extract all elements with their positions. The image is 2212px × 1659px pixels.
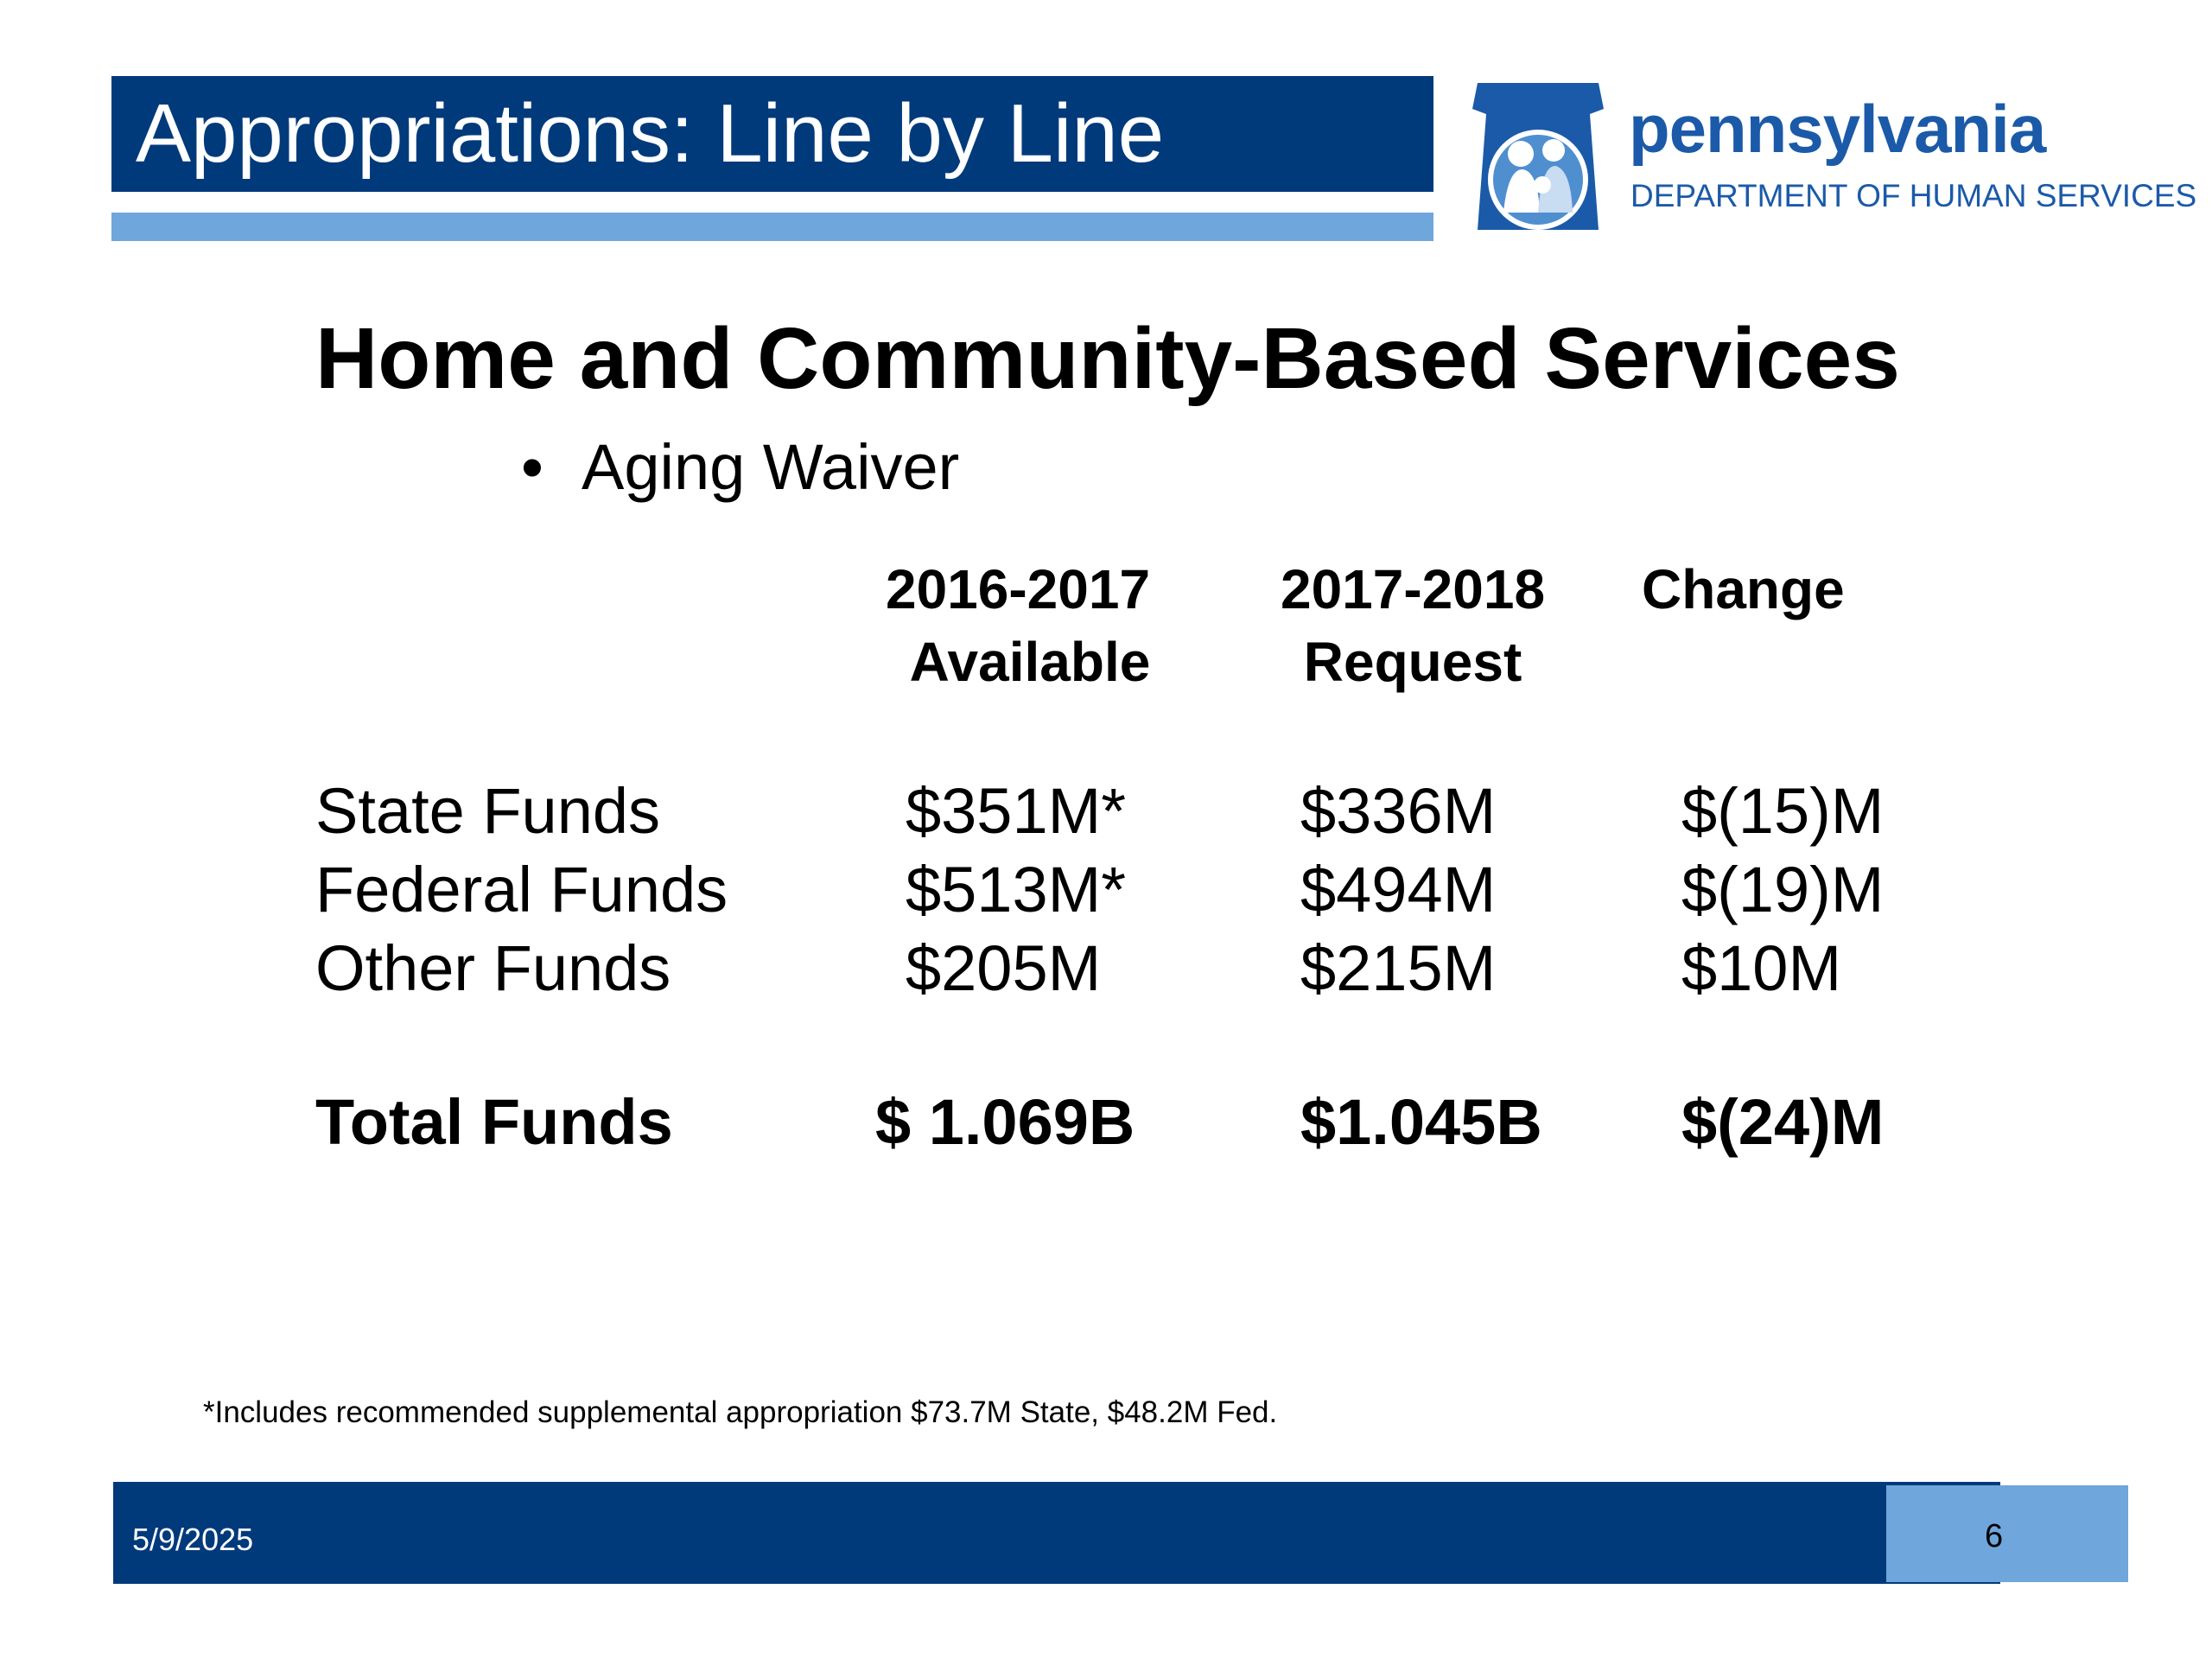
cell-federal-2017: $494M [1300, 854, 1497, 925]
cell-other-2016: $205M [906, 932, 1102, 1004]
cell-federal-change: $(19)M [1681, 854, 1885, 925]
title-underbar [111, 213, 1433, 241]
cell-total-2016: $ 1.069B [875, 1086, 1135, 1158]
footnote: *Includes recommended supplemental appro… [203, 1395, 1278, 1429]
cell-federal-2016: $513M* [906, 854, 1127, 925]
cell-state-2017: $336M [1300, 775, 1497, 847]
slide-title: Appropriations: Line by Line [136, 87, 1165, 180]
cell-state-change: $(15)M [1681, 775, 1885, 847]
column-header-line1: Change [1642, 558, 1845, 620]
pa-dhs-logo: pennsylvania DEPARTMENT OF HUMAN SERVICE… [1460, 83, 2196, 238]
bullet-item: • Aging Waiver [521, 431, 960, 503]
column-header-2017-2018: 2017-2018 Request [1257, 553, 1568, 699]
logo-wordmark: pennsylvania [1629, 91, 2046, 167]
keystone-family-icon [1472, 83, 1604, 230]
cell-total-2017: $1.045B [1300, 1086, 1542, 1158]
page-number-box: 6 [1886, 1485, 2128, 1582]
row-label-total-funds: Total Funds [315, 1086, 673, 1158]
section-heading: Home and Community-Based Services [315, 310, 1900, 407]
column-header-change: Change [1642, 553, 1858, 626]
footer-date: 5/9/2025 [132, 1522, 254, 1557]
column-header-2016-2017: 2016-2017 Available [862, 553, 1173, 699]
column-header-line2: Available [909, 631, 1151, 694]
bullet-text: Aging Waiver [582, 431, 960, 503]
row-label-federal-funds: Federal Funds [315, 854, 728, 925]
column-header-line1: 2017-2018 [1280, 558, 1546, 620]
row-label-state-funds: State Funds [315, 775, 661, 847]
footer-bar: 5/9/2025 [113, 1482, 2000, 1584]
cell-other-change: $10M [1681, 932, 1842, 1004]
title-bar: Appropriations: Line by Line [111, 76, 1433, 192]
column-header-line1: 2016-2017 [885, 558, 1151, 620]
row-label-other-funds: Other Funds [315, 932, 671, 1004]
cell-other-2017: $215M [1300, 932, 1497, 1004]
cell-total-change: $(24)M [1681, 1086, 1885, 1158]
cell-state-2016: $351M* [906, 775, 1127, 847]
page-number: 6 [1985, 1518, 2004, 1554]
logo-department: DEPARTMENT OF HUMAN SERVICES [1630, 178, 2197, 213]
column-header-line2: Request [1303, 631, 1522, 694]
bullet-dot: • [521, 431, 543, 503]
